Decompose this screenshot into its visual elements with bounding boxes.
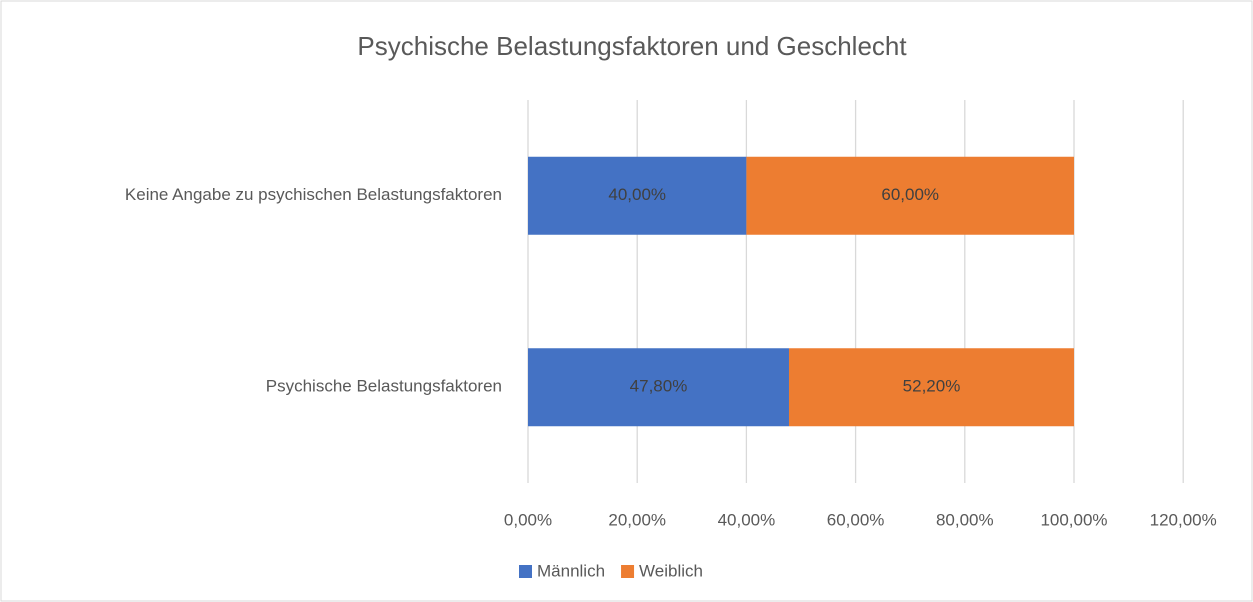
legend-label: Männlich <box>537 561 605 580</box>
bar <box>788 348 1074 427</box>
bar <box>528 348 789 427</box>
x-tick-label: 20,00% <box>608 510 666 529</box>
x-tick-label: 120,00% <box>1150 510 1217 529</box>
x-tick-label: 60,00% <box>827 510 885 529</box>
legend-swatch <box>519 565 532 578</box>
value-label: 40,00% <box>608 185 666 204</box>
x-tick-label: 100,00% <box>1040 510 1107 529</box>
value-label: 47,80% <box>630 377 688 396</box>
chart-title: Psychische Belastungsfaktoren und Geschl… <box>357 31 907 61</box>
value-label: 52,20% <box>903 377 961 396</box>
legend-swatch <box>621 565 635 578</box>
value-label: 60,00% <box>881 185 939 204</box>
x-tick-label: 40,00% <box>718 510 776 529</box>
bar <box>746 156 1074 235</box>
bar <box>528 156 747 235</box>
x-tick-label: 80,00% <box>936 510 994 529</box>
y-tick-label: Psychische Belastungsfaktoren <box>266 377 502 396</box>
y-tick-label: Keine Angabe zu psychischen Belastungsfa… <box>125 185 502 204</box>
legend-label: Weiblich <box>639 561 703 580</box>
x-tick-label: 0,00% <box>504 510 552 529</box>
